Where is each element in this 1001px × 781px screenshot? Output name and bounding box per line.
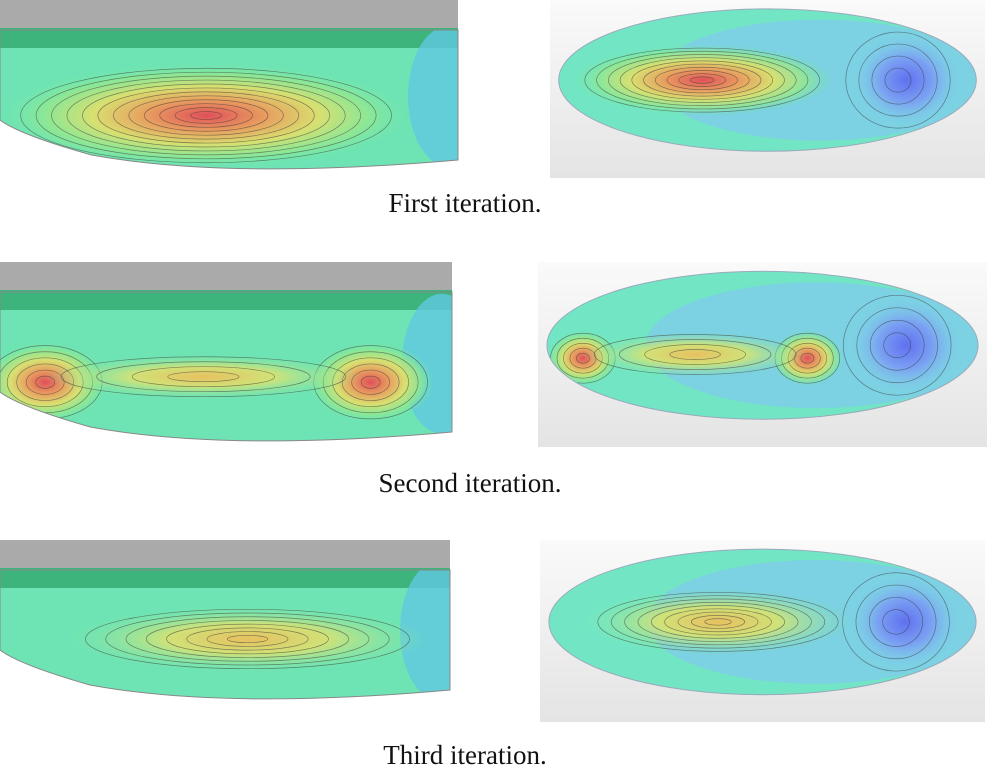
top-band	[0, 0, 458, 32]
page: First iteration. Second iteration. Third…	[0, 0, 1001, 781]
side-view-image	[0, 540, 480, 753]
surface	[0, 561, 480, 753]
green-band	[0, 568, 450, 590]
caption: Second iteration.	[379, 468, 562, 498]
cool-region	[408, 26, 488, 166]
green-band	[0, 28, 458, 50]
hot-region	[68, 606, 428, 672]
surface	[0, 294, 482, 495]
caption: Third iteration.	[383, 740, 546, 770]
top-view-image	[538, 262, 987, 447]
top-band	[0, 540, 450, 572]
hot-region	[45, 355, 361, 399]
cold-region	[852, 576, 959, 667]
top-view-image	[550, 0, 985, 178]
hot-region	[0, 63, 412, 168]
hot-region	[572, 45, 833, 116]
hot-region	[583, 332, 808, 376]
cold-region	[852, 299, 960, 392]
figure: First iteration. Second iteration. Third…	[0, 0, 1001, 781]
panels	[0, 0, 987, 753]
side-view-image	[0, 262, 482, 495]
caption: First iteration.	[389, 188, 542, 218]
green-band	[0, 290, 452, 312]
top-view-image	[540, 540, 985, 722]
cold-region	[855, 36, 959, 125]
top-band	[0, 262, 452, 294]
